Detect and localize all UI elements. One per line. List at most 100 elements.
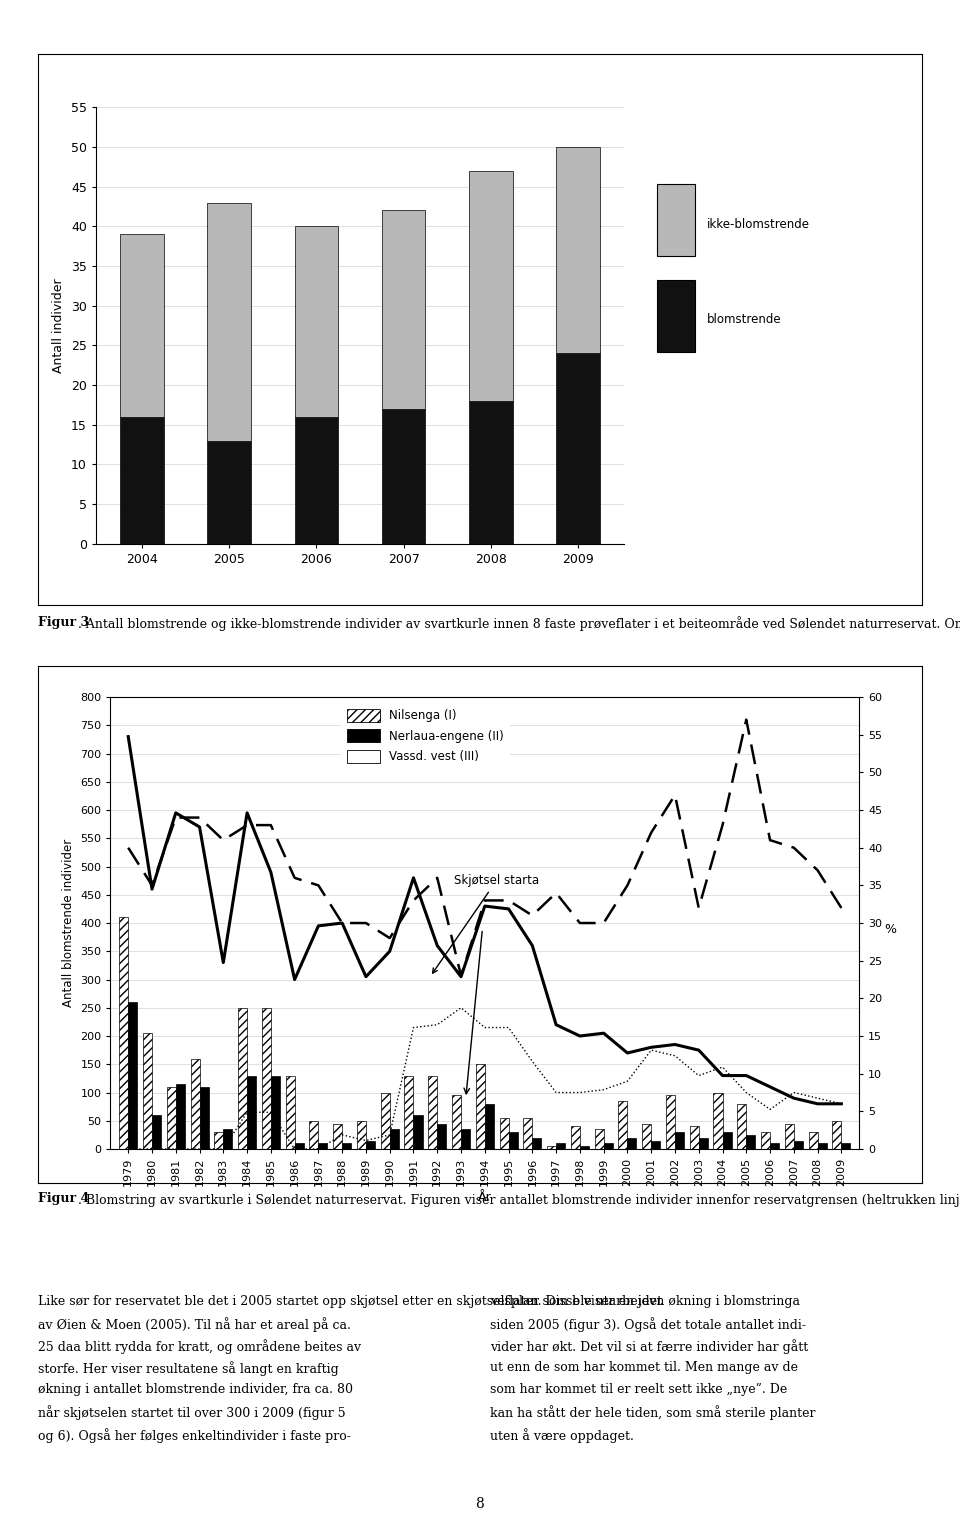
Bar [499, 1118, 509, 1149]
Bar [262, 1008, 271, 1149]
Bar [295, 417, 338, 544]
Bar [295, 1143, 303, 1149]
Bar [382, 210, 425, 409]
Bar [461, 1129, 470, 1149]
Bar [342, 1143, 351, 1149]
Bar [469, 170, 513, 401]
Text: ikke-blomstrende: ikke-blomstrende [707, 218, 809, 231]
Text: og 6). Også her følges enkeltindivider i faste pro-: og 6). Også her følges enkeltindivider i… [38, 1428, 351, 1443]
Text: . Antall blomstrende og ikke-blomstrende individer av svartkurle innen 8 faste p: . Antall blomstrende og ikke-blomstrende… [78, 616, 960, 631]
Text: Figur 4: Figur 4 [38, 1192, 89, 1204]
Bar [176, 1085, 185, 1149]
Bar [357, 1121, 366, 1149]
Bar [642, 1123, 651, 1149]
Bar [761, 1132, 770, 1149]
Bar [533, 1138, 541, 1149]
Bar [784, 1123, 794, 1149]
Bar [746, 1135, 756, 1149]
Bar [129, 1002, 137, 1149]
Bar [794, 1140, 803, 1149]
Bar [469, 401, 513, 544]
Bar [737, 1103, 746, 1149]
Text: 25 daa blitt rydda for kratt, og områdene beites av: 25 daa blitt rydda for kratt, og områden… [38, 1339, 362, 1354]
Bar [333, 1123, 342, 1149]
FancyBboxPatch shape [657, 280, 695, 352]
Bar [404, 1075, 414, 1149]
Text: når skjøtselen startet til over 300 i 2009 (figur 5: når skjøtselen startet til over 300 i 20… [38, 1406, 346, 1420]
Bar [309, 1121, 319, 1149]
Text: siden 2005 (figur 3). Også det totale antallet indi-: siden 2005 (figur 3). Også det totale an… [490, 1318, 805, 1331]
Bar [190, 1059, 200, 1149]
Bar [224, 1129, 232, 1149]
Bar [152, 1115, 161, 1149]
Text: Figur 3: Figur 3 [38, 616, 89, 628]
Y-axis label: %: % [885, 922, 897, 936]
Text: Like sør for reservatet ble det i 2005 startet opp skjøtsel etter en skjøtselspl: Like sør for reservatet ble det i 2005 s… [38, 1295, 662, 1307]
Bar [818, 1143, 827, 1149]
Bar [167, 1086, 176, 1149]
Bar [238, 1008, 247, 1149]
Bar [651, 1140, 660, 1149]
Bar [604, 1143, 612, 1149]
Bar [414, 1115, 422, 1149]
FancyBboxPatch shape [657, 184, 695, 256]
Bar [580, 1146, 588, 1149]
Bar [699, 1138, 708, 1149]
Bar [557, 147, 600, 354]
Text: som har kommet til er reelt sett ikke „nye”. De: som har kommet til er reelt sett ikke „n… [490, 1383, 787, 1396]
Bar [319, 1143, 327, 1149]
Text: 8: 8 [475, 1497, 485, 1512]
Bar [143, 1033, 152, 1149]
Bar [437, 1123, 446, 1149]
Bar [381, 1092, 390, 1149]
Text: veflater. Disse viser en jevn økning i blomstringa: veflater. Disse viser en jevn økning i b… [490, 1295, 800, 1307]
Bar [770, 1143, 780, 1149]
Bar [366, 1140, 375, 1149]
Bar [452, 1095, 461, 1149]
Bar [485, 1103, 493, 1149]
Bar [723, 1132, 732, 1149]
Bar [390, 1129, 398, 1149]
Bar [271, 1075, 280, 1149]
Legend: Nilsenga (I), Nerlaua-engene (II), Vassd. vest (III): Nilsenga (I), Nerlaua-engene (II), Vassd… [341, 703, 510, 769]
Bar [295, 227, 338, 417]
Bar [557, 354, 600, 544]
Bar [547, 1146, 556, 1149]
Bar [214, 1132, 224, 1149]
Bar [689, 1126, 699, 1149]
Text: Skjøtsel starta: Skjøtsel starta [433, 875, 539, 973]
Text: av Øien & Moen (2005). Til nå har et areal på ca.: av Øien & Moen (2005). Til nå har et are… [38, 1318, 351, 1331]
Bar [594, 1129, 604, 1149]
Bar [571, 1126, 580, 1149]
Y-axis label: Antall individer: Antall individer [53, 279, 65, 372]
Bar [207, 441, 251, 544]
Bar [675, 1132, 684, 1149]
Text: økning i antallet blomstrende individer, fra ca. 80: økning i antallet blomstrende individer,… [38, 1383, 353, 1396]
Y-axis label: Antall blomstrende individer: Antall blomstrende individer [61, 840, 75, 1007]
Bar [200, 1086, 208, 1149]
Bar [476, 1065, 485, 1149]
Bar [628, 1138, 636, 1149]
Text: . Blomstring av svartkurle i Sølendet naturreservat. Figuren viser antallet blom: . Blomstring av svartkurle i Sølendet na… [78, 1192, 960, 1207]
Bar [247, 1075, 256, 1149]
Text: blomstrende: blomstrende [707, 314, 781, 326]
Bar [713, 1092, 723, 1149]
Bar [382, 409, 425, 544]
Bar [120, 234, 163, 417]
X-axis label: År: År [478, 1190, 492, 1204]
Bar [666, 1095, 675, 1149]
Text: storfe. Her viser resultatene så langt en kraftig: storfe. Her viser resultatene så langt e… [38, 1362, 339, 1376]
Bar [509, 1132, 517, 1149]
Bar [207, 202, 251, 441]
Bar [428, 1075, 437, 1149]
Text: kan ha stått der hele tiden, som små sterile planter: kan ha stått der hele tiden, som små ste… [490, 1406, 815, 1420]
Bar [285, 1075, 295, 1149]
Bar [120, 417, 163, 544]
Bar [523, 1118, 533, 1149]
Bar [808, 1132, 818, 1149]
Bar [119, 918, 129, 1149]
Bar [832, 1121, 841, 1149]
Bar [618, 1102, 628, 1149]
Bar [841, 1143, 851, 1149]
Text: uten å være oppdaget.: uten å være oppdaget. [490, 1428, 634, 1443]
